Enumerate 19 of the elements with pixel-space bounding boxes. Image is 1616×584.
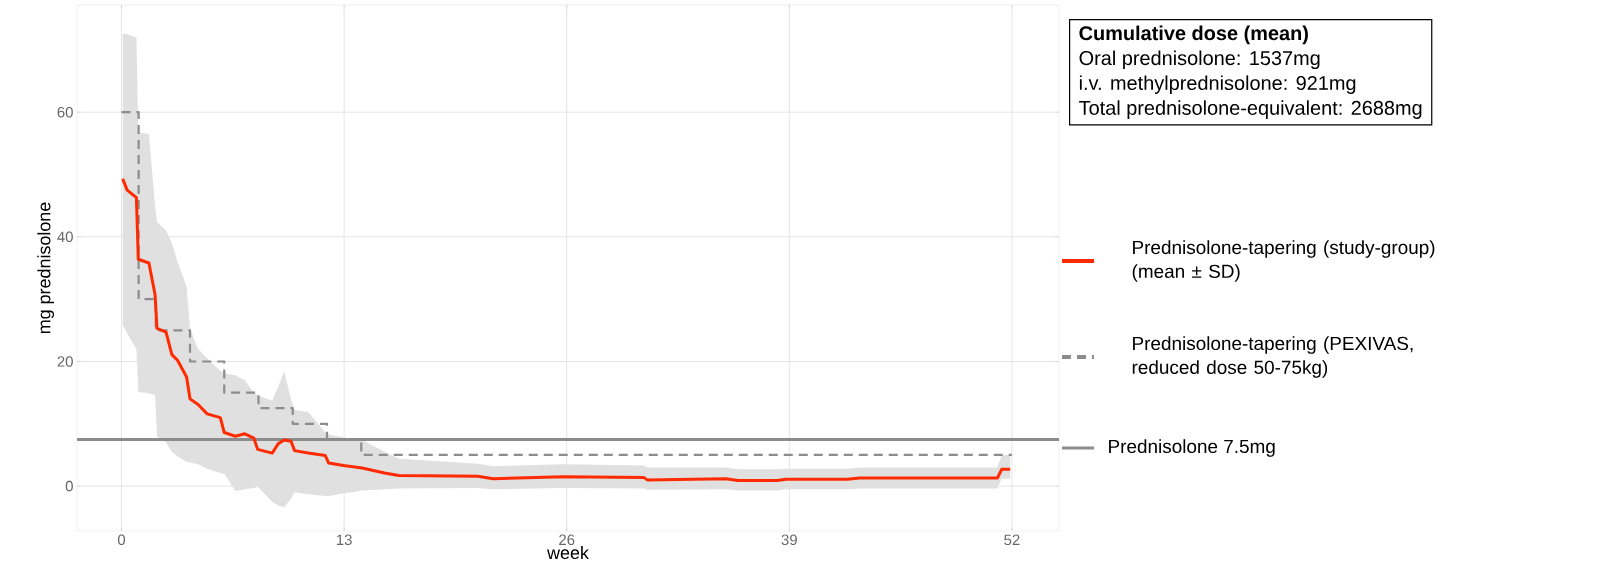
text: i.v. methylprednisolone: 921mg — [1079, 75, 1356, 94]
text: Oral prednisolone: 1537mg — [1079, 50, 1320, 70]
line-series — [121, 177, 1012, 483]
legend-label: Prednisolone-tapering (study-group) (mean ± SD) — [1132, 240, 1435, 282]
text: Total prednisolone-equivalent: 2688mg — [1079, 100, 1422, 119]
x-tick-label: 52 — [1004, 534, 1020, 546]
y-tick-label: 0 — [65, 480, 73, 492]
y-tick-label: 40 — [57, 231, 73, 243]
y-tick-label: 20 — [57, 356, 73, 367]
x-tick-label: 0 — [117, 534, 126, 546]
ref-line-label: Prednisolone 7.5mg — [1109, 439, 1275, 457]
y-tick-label: 60 — [57, 106, 73, 118]
x-tick-label: 26 — [559, 534, 575, 546]
x-tick-label: 13 — [336, 534, 352, 546]
text: Cumulative dose (mean) — [1079, 25, 1308, 45]
x-tick-label: 39 — [781, 534, 797, 546]
y-axis-title: mg prednisolone — [37, 202, 55, 334]
legend-label: Prednisolone-tapering (PEXIVAS, reduced dose 50-75kg) — [1132, 336, 1413, 378]
x-axis-title: week — [547, 545, 589, 560]
